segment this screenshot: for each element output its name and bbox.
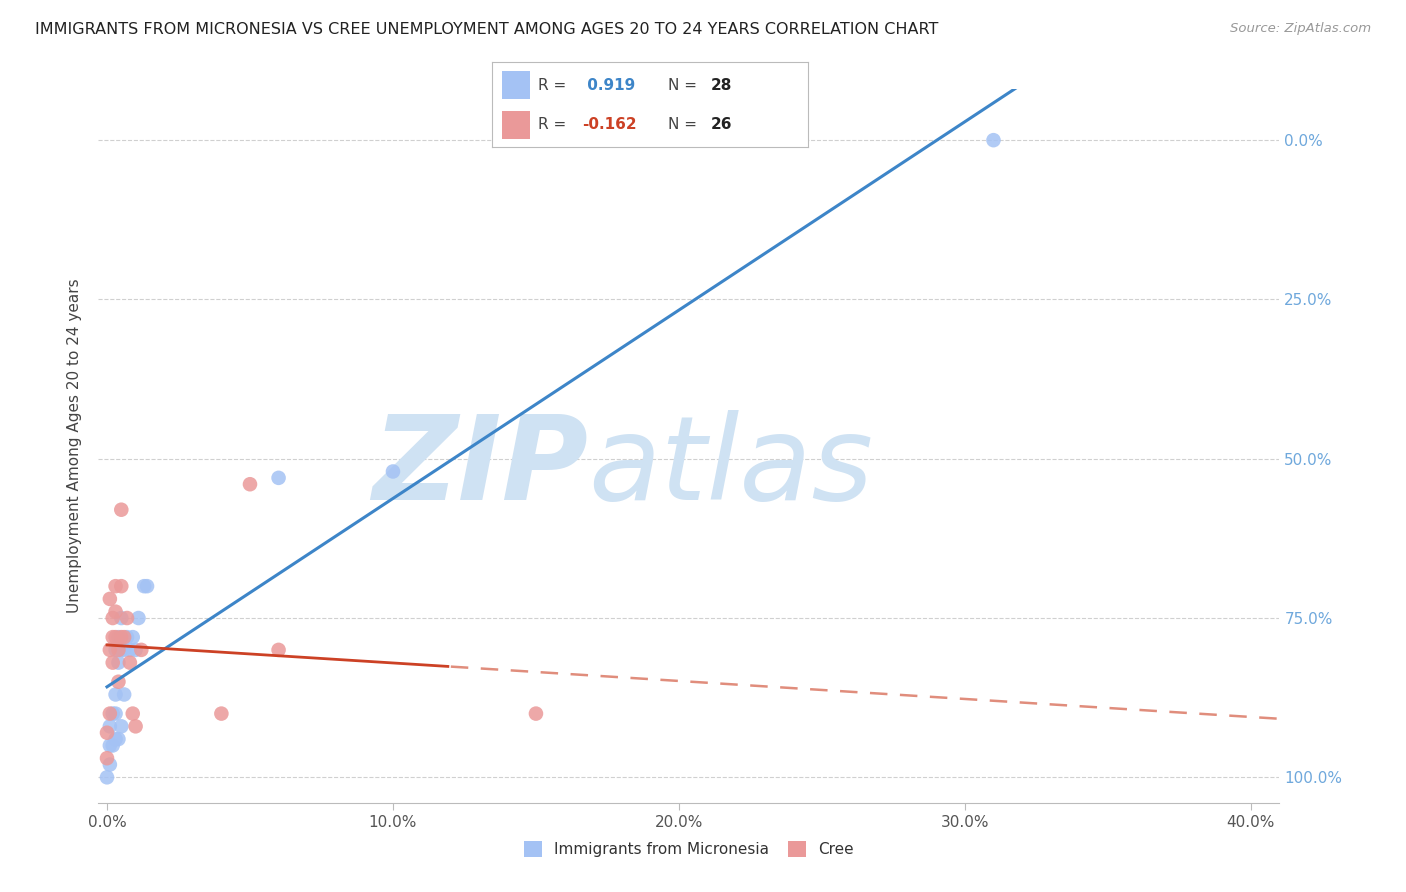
Point	[131, 643, 153, 657]
Legend: Immigrants from Micronesia, Cree: Immigrants from Micronesia, Cree	[517, 835, 860, 863]
Y-axis label: Unemployment Among Ages 20 to 24 years: Unemployment Among Ages 20 to 24 years	[67, 278, 83, 614]
Point	[110, 579, 132, 593]
Point	[107, 630, 129, 644]
Point	[104, 688, 127, 702]
Point	[104, 643, 127, 657]
Text: 0.919: 0.919	[582, 78, 636, 93]
Bar	[502, 111, 530, 139]
Point	[101, 706, 124, 721]
Point	[134, 579, 156, 593]
Point	[209, 706, 232, 721]
Point	[121, 706, 143, 721]
Point	[107, 643, 129, 657]
Bar	[502, 71, 530, 99]
Point	[101, 656, 124, 670]
Point	[101, 739, 124, 753]
Point	[267, 471, 290, 485]
Point	[110, 719, 132, 733]
Point	[104, 732, 127, 747]
Text: 26: 26	[710, 117, 733, 132]
Text: ZIP: ZIP	[373, 410, 589, 524]
Point	[101, 630, 124, 644]
Point	[98, 757, 121, 772]
Point	[98, 739, 121, 753]
Point	[98, 591, 121, 606]
Point	[107, 732, 129, 747]
Point	[127, 611, 149, 625]
Point	[110, 502, 132, 516]
Text: 28: 28	[710, 78, 731, 93]
Point	[121, 630, 143, 644]
Text: atlas: atlas	[589, 410, 873, 524]
Point	[107, 674, 129, 689]
Point	[110, 611, 132, 625]
Point	[136, 579, 159, 593]
Point	[118, 643, 141, 657]
Text: N =: N =	[668, 78, 702, 93]
Point	[96, 751, 118, 765]
Text: Source: ZipAtlas.com: Source: ZipAtlas.com	[1230, 22, 1371, 36]
Point	[112, 688, 135, 702]
Text: -0.162: -0.162	[582, 117, 637, 132]
Point	[115, 630, 138, 644]
Point	[124, 643, 146, 657]
Point	[110, 643, 132, 657]
Point	[98, 719, 121, 733]
Point	[124, 719, 146, 733]
Point	[112, 643, 135, 657]
Point	[104, 579, 127, 593]
Text: IMMIGRANTS FROM MICRONESIA VS CREE UNEMPLOYMENT AMONG AGES 20 TO 24 YEARS CORREL: IMMIGRANTS FROM MICRONESIA VS CREE UNEMP…	[35, 22, 939, 37]
Point	[118, 656, 141, 670]
Point	[524, 706, 547, 721]
Text: R =: R =	[538, 78, 571, 93]
Text: R =: R =	[538, 117, 571, 132]
Point	[267, 643, 290, 657]
Point	[98, 706, 121, 721]
Point	[983, 133, 1005, 147]
Point	[104, 605, 127, 619]
Text: N =: N =	[668, 117, 702, 132]
Point	[98, 643, 121, 657]
Point	[112, 630, 135, 644]
Point	[96, 725, 118, 739]
Point	[115, 611, 138, 625]
Point	[107, 656, 129, 670]
Point	[104, 630, 127, 644]
Point	[239, 477, 262, 491]
Point	[96, 770, 118, 784]
Point	[104, 706, 127, 721]
Point	[110, 630, 132, 644]
Point	[381, 465, 404, 479]
Point	[101, 611, 124, 625]
